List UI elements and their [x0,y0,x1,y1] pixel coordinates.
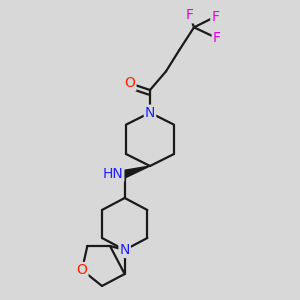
Text: N: N [119,243,130,257]
Text: F: F [211,10,219,24]
Text: O: O [76,263,88,277]
Text: HN: HN [103,167,123,181]
Text: O: O [124,76,135,90]
Polygon shape [124,166,150,178]
Text: F: F [213,31,221,45]
Text: F: F [186,8,194,22]
Text: N: N [145,106,155,120]
